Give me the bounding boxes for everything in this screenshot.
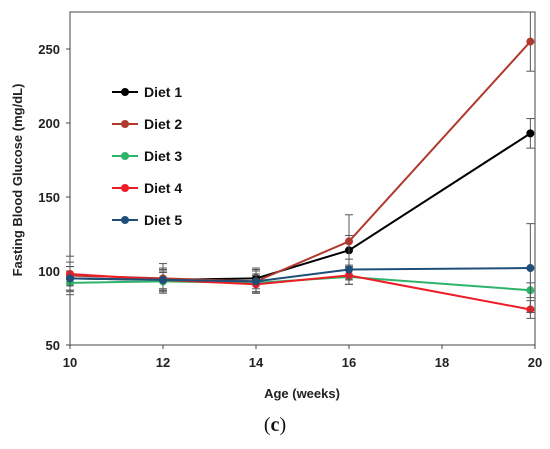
legend-swatch-marker	[121, 184, 129, 192]
y-tick-label: 150	[38, 190, 60, 205]
plot-frame	[69, 11, 536, 346]
series-line	[69, 40, 532, 283]
series-line	[69, 132, 531, 281]
x-tick-label: 20	[528, 355, 542, 370]
data-point	[345, 265, 353, 274]
series-4	[66, 261, 535, 319]
series-2	[66, 11, 535, 296]
data-point	[526, 37, 535, 46]
data-point	[66, 274, 74, 283]
legend-swatch-marker	[121, 152, 129, 160]
data-point	[526, 129, 535, 138]
legend-label: Diet 3	[144, 148, 182, 164]
data-point	[159, 275, 167, 284]
legend-swatch-marker	[121, 120, 129, 128]
x-axis-label: Age (weeks)	[264, 386, 340, 401]
legend-label: Diet 5	[144, 212, 182, 228]
x-tick-label: 10	[63, 355, 77, 370]
x-tick-label: 16	[342, 355, 356, 370]
series-5	[66, 223, 535, 313]
data-point	[345, 237, 353, 246]
data-point	[252, 277, 260, 286]
figure-caption: (c)	[263, 414, 287, 436]
legend-swatch-marker	[121, 216, 129, 224]
series-3	[66, 269, 535, 299]
legend-label: Diet 2	[144, 116, 182, 132]
legend-label: Diet 4	[144, 180, 182, 196]
series-1	[66, 118, 535, 293]
y-axis-label: Fasting Blood Glucose (mg/dL)	[10, 84, 25, 277]
x-tick-label: 14	[249, 355, 264, 370]
legend-label: Diet 1	[144, 84, 182, 100]
legend-swatch-marker	[121, 88, 129, 96]
x-tick-label: 18	[435, 355, 449, 370]
y-tick-label: 250	[38, 42, 60, 57]
y-tick-label: 200	[38, 116, 60, 131]
x-tick-label: 12	[156, 355, 170, 370]
legend: Diet 1 Diet 2 Diet 3 Diet 4 Diet 5	[112, 84, 182, 228]
y-tick-label: 50	[46, 338, 60, 353]
data-point	[526, 264, 535, 273]
y-tick-label: 100	[38, 264, 60, 279]
